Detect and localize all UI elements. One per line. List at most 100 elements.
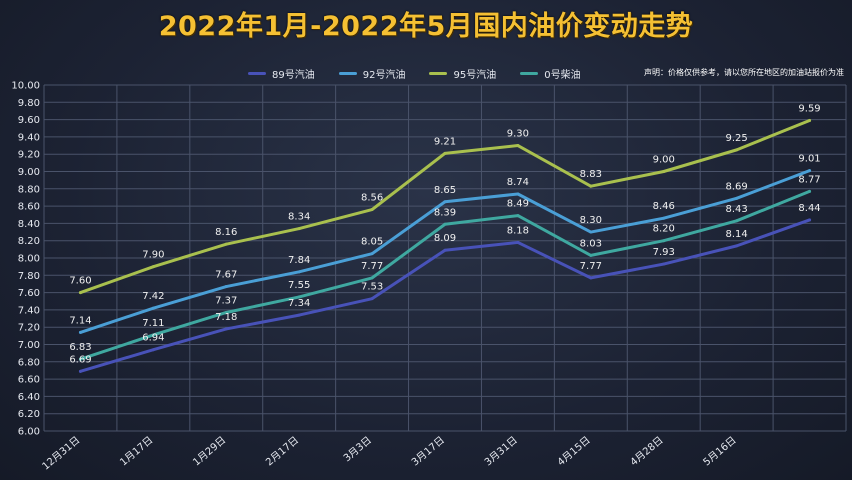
data-label-89: 6.69 <box>69 354 91 365</box>
data-point-89[interactable] <box>151 348 155 352</box>
data-label-92: 9.01 <box>798 154 820 165</box>
data-label-92: 8.30 <box>580 215 602 226</box>
x-tick-label: 1月29日 <box>191 434 229 468</box>
legend-item-diesel[interactable]: 0号柴油 <box>520 66 581 81</box>
legend-swatch-95 <box>429 71 448 75</box>
y-tick-label: 8.00 <box>18 254 40 265</box>
data-label-92: 8.65 <box>434 185 456 196</box>
data-label-diesel: 6.83 <box>69 342 91 353</box>
data-point-89[interactable] <box>224 327 228 331</box>
legend-item-92[interactable]: 92号汽油 <box>338 66 406 81</box>
data-point-95[interactable] <box>735 148 739 152</box>
data-label-diesel: 8.03 <box>580 238 602 249</box>
data-point-92[interactable] <box>443 200 447 204</box>
legend-swatch-89 <box>248 71 266 75</box>
y-tick-label: 8.20 <box>18 236 40 247</box>
data-point-92[interactable] <box>370 252 374 256</box>
data-point-95[interactable] <box>662 170 666 173</box>
x-tick-label: 2月17日 <box>263 434 301 468</box>
data-point-92[interactable] <box>151 306 155 310</box>
data-point-89[interactable] <box>516 240 520 244</box>
data-point-89[interactable] <box>297 313 301 317</box>
data-label-92: 7.67 <box>215 270 237 281</box>
data-point-95[interactable] <box>78 291 82 295</box>
data-label-89: 8.09 <box>434 233 456 244</box>
data-label-95: 9.59 <box>798 103 820 114</box>
data-label-diesel: 8.20 <box>653 224 675 235</box>
data-point-92[interactable] <box>516 192 520 196</box>
data-label-diesel: 7.11 <box>142 318 164 329</box>
y-tick-label: 10.00 <box>11 81 40 92</box>
data-label-95: 9.00 <box>653 155 675 166</box>
data-label-95: 7.60 <box>69 276 91 287</box>
data-point-92[interactable] <box>735 196 739 200</box>
data-point-diesel[interactable] <box>151 333 155 337</box>
data-point-92[interactable] <box>589 230 593 234</box>
legend-label-92: 92号汽油 <box>362 69 406 81</box>
x-tick-label: 3月17日 <box>409 434 447 468</box>
data-point-89[interactable] <box>370 297 374 301</box>
data-point-95[interactable] <box>297 227 301 231</box>
data-label-89: 7.77 <box>580 261 602 272</box>
data-point-95[interactable] <box>224 242 228 246</box>
data-point-92[interactable] <box>78 330 82 334</box>
data-point-diesel[interactable] <box>516 214 520 218</box>
y-tick-label: 8.60 <box>18 202 40 213</box>
data-label-diesel: 7.55 <box>288 280 310 291</box>
legend-item-95[interactable]: 95号汽油 <box>429 66 496 81</box>
data-label-95: 7.90 <box>142 250 164 261</box>
data-point-95[interactable] <box>516 144 520 148</box>
data-label-95: 8.83 <box>580 169 602 180</box>
data-point-diesel[interactable] <box>589 253 593 257</box>
y-tick-label: 7.40 <box>18 305 40 316</box>
data-point-89[interactable] <box>735 244 739 248</box>
data-point-92[interactable] <box>297 270 301 274</box>
y-tick-label: 9.80 <box>18 98 40 109</box>
data-point-92[interactable] <box>808 169 812 173</box>
data-point-95[interactable] <box>443 151 447 155</box>
data-point-89[interactable] <box>589 276 593 280</box>
data-point-95[interactable] <box>151 265 155 269</box>
data-point-diesel[interactable] <box>297 295 301 299</box>
y-tick-label: 9.20 <box>18 150 40 161</box>
data-point-diesel[interactable] <box>443 222 447 226</box>
data-point-diesel[interactable] <box>735 219 739 223</box>
legend-label-95: 95号汽油 <box>453 69 497 81</box>
data-point-92[interactable] <box>662 216 666 220</box>
data-point-diesel[interactable] <box>662 239 666 243</box>
x-tick-label: 12月31日 <box>40 434 83 472</box>
chart-title: 2022年1月-2022年5月国内油价变动走势 <box>158 11 694 42</box>
data-label-diesel: 8.77 <box>798 174 820 185</box>
data-point-89[interactable] <box>78 369 82 373</box>
legend-label-diesel: 0号柴油 <box>544 69 581 81</box>
y-tick-label: 7.00 <box>18 340 40 351</box>
disclaimer-text: 声明：价格仅供参考，请以您所在地区的加油站报价为准 <box>644 68 844 77</box>
data-label-89: 8.14 <box>726 229 748 240</box>
data-point-diesel[interactable] <box>370 276 374 280</box>
x-tick-label: 1月17日 <box>118 434 156 468</box>
data-point-diesel[interactable] <box>224 310 228 314</box>
data-label-diesel: 7.37 <box>215 295 237 306</box>
grid-layer <box>43 84 847 432</box>
y-tick-label: 8.40 <box>18 219 40 230</box>
data-point-89[interactable] <box>662 262 666 266</box>
data-label-92: 7.84 <box>288 255 310 266</box>
data-label-layer: 6.69 6.94 7.18 7.34 7.53 8.09 8.18 7.77 7.93 8.14… <box>69 103 820 365</box>
data-point-diesel[interactable] <box>78 357 82 361</box>
data-label-diesel: 8.39 <box>434 207 456 218</box>
x-tick-label: 4月15日 <box>555 434 593 468</box>
x-tick-label: 3月31日 <box>482 434 520 468</box>
data-label-89: 7.53 <box>361 282 383 293</box>
data-label-89: 8.18 <box>507 225 529 236</box>
legend-item-89[interactable]: 89号汽油 <box>248 66 315 81</box>
data-point-92[interactable] <box>224 285 228 289</box>
data-label-95: 9.21 <box>434 136 456 147</box>
data-point-diesel[interactable] <box>808 189 812 193</box>
data-point-95[interactable] <box>589 184 593 188</box>
data-label-92: 7.42 <box>142 291 164 302</box>
data-point-89[interactable] <box>443 248 447 252</box>
data-point-95[interactable] <box>370 208 374 212</box>
data-point-95[interactable] <box>808 118 812 122</box>
data-point-89[interactable] <box>808 218 812 222</box>
